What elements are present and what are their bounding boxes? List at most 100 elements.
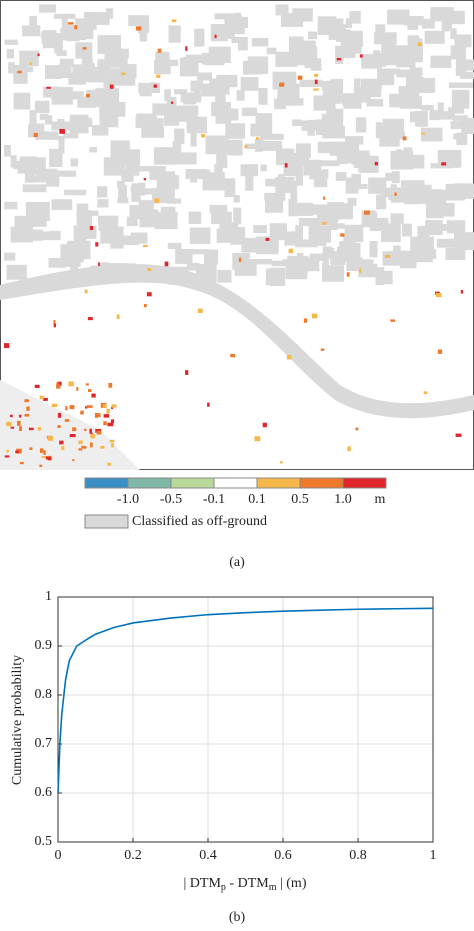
building [35,131,59,140]
difference-pixel [303,318,308,323]
building [216,151,228,168]
y-axis-label: Cumulative probability [10,655,25,785]
difference-pixel [109,84,114,89]
building [295,167,304,186]
building [229,108,239,121]
building [117,180,125,188]
building [195,264,217,283]
building [97,186,108,198]
building [459,71,474,79]
difference-pixel [103,414,110,418]
building [103,101,126,117]
building [13,92,31,110]
building [436,111,455,120]
building [329,253,341,260]
difference-pixel [39,464,43,468]
building [304,61,314,69]
difference-pixel [15,450,19,454]
building [415,188,429,204]
difference-pixel [121,72,126,75]
building [98,219,119,231]
building [296,8,313,18]
building [322,253,329,271]
building [139,27,148,42]
building [264,192,286,201]
difference-pixel [37,426,41,431]
difference-pixel [297,75,303,80]
difference-pixel [417,42,422,47]
difference-pixel [59,128,65,134]
difference-pixel [107,422,114,427]
building [241,237,264,253]
building [233,207,242,225]
building [403,147,413,161]
building [49,148,63,168]
building [56,170,77,177]
building [317,209,331,226]
difference-pixel [39,395,45,400]
difference-pixel [185,46,188,51]
y-tick-label: 0.8 [35,687,53,702]
difference-pixel [53,320,56,325]
building [138,82,161,94]
colorbar: -1.0 -0.5 -0.1 0.1 0.5 1.0 m [84,477,387,507]
building [360,78,382,98]
difference-pixel [435,292,442,298]
difference-pixel [39,448,44,453]
building [214,24,235,39]
building [137,166,156,172]
building [64,189,87,196]
difference-pixel [423,391,428,395]
building [390,213,404,224]
building [260,164,267,172]
building [104,50,128,68]
colorbar-label: 0.5 [291,492,309,507]
colorbar-segment [299,477,344,489]
building [272,71,297,90]
building [168,25,181,43]
building [273,98,286,110]
difference-pixel [156,74,161,78]
building [453,232,464,251]
difference-pixel [201,133,206,138]
building [185,169,207,179]
y-tick-label: 0.6 [35,785,53,800]
building [99,114,119,128]
building [315,58,322,64]
building [458,233,466,247]
building [275,148,295,166]
building [336,24,346,42]
building [354,78,361,87]
colorbar-label: 0.1 [248,492,266,507]
building [130,232,148,244]
building [194,28,205,47]
building [351,173,362,190]
building [358,259,374,267]
y-tick-label: 0.9 [35,638,53,653]
building [240,77,259,91]
x-tick-label: 0.2 [124,848,142,863]
building [358,155,379,173]
building [385,172,394,181]
building [75,18,90,29]
building [250,129,267,135]
building [76,203,89,216]
building [225,227,246,240]
building [180,92,202,103]
building [51,121,72,131]
difference-pixel [143,304,147,308]
building [44,115,53,125]
building [380,71,387,85]
building [100,226,124,244]
building [77,210,99,216]
difference-pixel [81,445,87,449]
building [141,127,165,138]
building [203,249,219,265]
building [21,229,43,241]
building [167,242,182,250]
building [247,56,269,75]
building [209,78,219,90]
building [86,89,101,107]
building [248,258,273,265]
building [38,168,50,174]
